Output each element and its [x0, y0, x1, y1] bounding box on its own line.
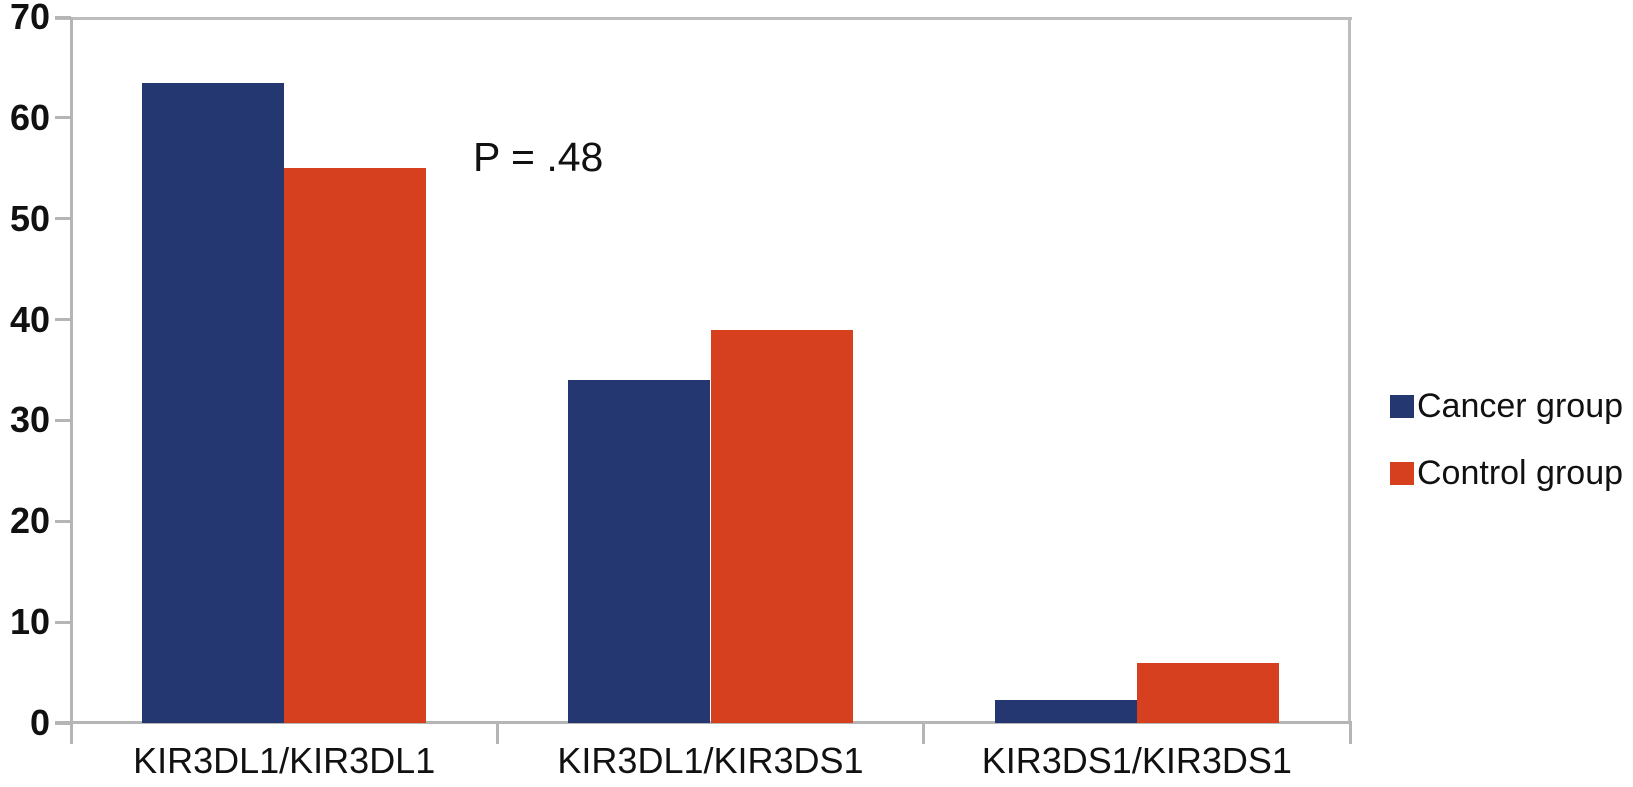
legend-label-control-group: Control group [1417, 454, 1624, 492]
category-label: KIR3DS1/KIR3DS1 [981, 740, 1292, 781]
y-axis-tick [55, 15, 71, 19]
bar-cancer-group-2 [994, 699, 1137, 723]
y-axis-tick [55, 418, 71, 422]
y-axis-tick [55, 721, 71, 725]
y-axis-tick-label: 0 [29, 702, 50, 743]
y-axis-tick-label: 70 [9, 0, 50, 37]
bar-control-group-0 [284, 168, 427, 723]
y-axis-tick [55, 318, 71, 322]
legend-swatch-control-group [1390, 461, 1414, 485]
x-axis-tick [69, 723, 73, 744]
y-axis-tick-label: 50 [9, 197, 50, 239]
x-axis-tick [1348, 723, 1352, 744]
y-axis-tick-label: 10 [9, 601, 50, 643]
legend: Cancer group Control group [1390, 387, 1624, 526]
plot-area [71, 17, 1350, 723]
legend-label-cancer-group: Cancer group [1417, 387, 1624, 425]
y-axis-tick-label: 60 [9, 96, 50, 138]
bar-control-group-1 [710, 329, 853, 723]
plot-border-right [1348, 17, 1351, 723]
p-value-annotation: P = .48 [473, 134, 604, 180]
plot-border-top [55, 17, 1352, 20]
y-axis-tick-label: 40 [9, 298, 50, 340]
bar-cancer-group-1 [568, 380, 711, 723]
x-axis-tick [922, 723, 926, 744]
y-axis-line [70, 17, 73, 743]
legend-item-control-group: Control group [1390, 454, 1624, 492]
y-axis-tick [55, 116, 71, 120]
x-axis-tick [495, 723, 499, 744]
y-axis-tick-label: 20 [9, 500, 50, 542]
category-label: KIR3DL1/KIR3DS1 [557, 740, 864, 781]
y-axis-tick-label: 30 [9, 399, 50, 441]
legend-item-cancer-group: Cancer group [1390, 387, 1624, 425]
bar-control-group-2 [1136, 662, 1279, 723]
bar-cancer-group-0 [142, 82, 285, 723]
y-axis-tick [55, 620, 71, 624]
legend-swatch-cancer-group [1390, 394, 1414, 418]
category-label: KIR3DL1/KIR3DL1 [133, 740, 436, 781]
y-axis-tick [55, 217, 71, 221]
y-axis-tick [55, 519, 71, 523]
